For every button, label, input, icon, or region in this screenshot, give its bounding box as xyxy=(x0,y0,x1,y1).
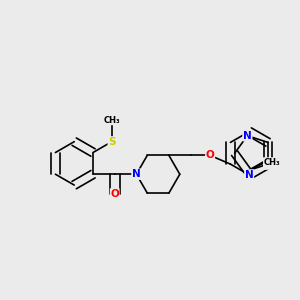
Text: N: N xyxy=(132,169,141,179)
Text: O: O xyxy=(206,150,214,161)
Text: N: N xyxy=(245,170,254,180)
Text: CH₃: CH₃ xyxy=(263,158,280,166)
Text: N: N xyxy=(264,159,272,169)
Text: S: S xyxy=(108,137,116,147)
Text: N: N xyxy=(245,170,254,180)
Text: O: O xyxy=(206,150,214,161)
Text: O: O xyxy=(110,189,119,199)
Text: N: N xyxy=(243,131,252,141)
Text: N: N xyxy=(264,159,272,169)
Text: CH₃: CH₃ xyxy=(103,116,120,125)
Text: N: N xyxy=(132,169,141,179)
Text: N: N xyxy=(243,131,252,141)
